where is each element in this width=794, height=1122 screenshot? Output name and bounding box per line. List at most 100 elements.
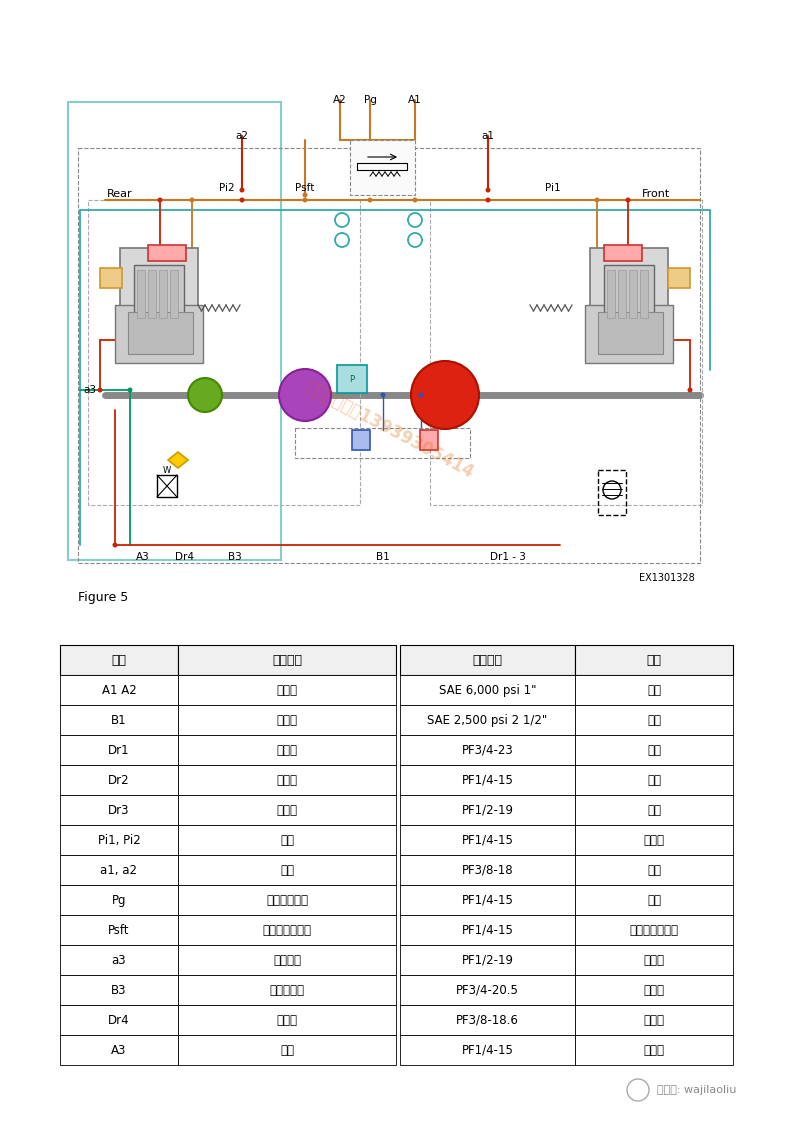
Circle shape	[418, 393, 423, 397]
Text: 泄油口: 泄油口	[276, 803, 298, 817]
Text: B3: B3	[228, 552, 242, 562]
Text: Psft: Psft	[295, 183, 314, 193]
Bar	[170, 270, 178, 318]
Bar	[598, 312, 663, 355]
Bar	[60, 795, 178, 825]
Bar	[178, 675, 396, 705]
Text: Dr1 - 3: Dr1 - 3	[490, 552, 526, 562]
Text: EX1301328: EX1301328	[639, 573, 695, 583]
Text: Pi1, Pi2: Pi1, Pi2	[98, 834, 141, 846]
Circle shape	[157, 197, 163, 202]
Text: 泵体: 泵体	[647, 803, 661, 817]
Text: 油口名称: 油口名称	[272, 653, 302, 666]
Text: 检测: 检测	[280, 864, 294, 876]
Bar	[607, 270, 615, 318]
Text: PF1/4-15: PF1/4-15	[461, 923, 514, 937]
Bar	[128, 312, 193, 355]
Bar	[575, 885, 733, 916]
Circle shape	[485, 197, 491, 202]
Bar	[575, 825, 733, 855]
Text: Pg: Pg	[112, 893, 126, 907]
Bar	[178, 825, 396, 855]
Bar	[400, 916, 575, 945]
Bar	[400, 885, 575, 916]
Text: A1: A1	[408, 95, 422, 105]
Bar	[575, 975, 733, 1005]
Text: W: W	[163, 466, 172, 475]
Bar	[60, 825, 178, 855]
Bar	[134, 265, 184, 323]
Bar	[400, 975, 575, 1005]
Text: 先导: 先导	[280, 834, 294, 846]
Text: PF1/2-19: PF1/2-19	[461, 954, 514, 966]
Text: Pi2: Pi2	[219, 183, 235, 193]
Bar	[352, 430, 370, 450]
Text: 出油口: 出油口	[276, 683, 298, 697]
Bar	[88, 200, 360, 505]
Text: 先导泵: 先导泵	[643, 1013, 665, 1027]
Text: 泄油口: 泄油口	[276, 773, 298, 787]
Text: 泵体: 泵体	[647, 714, 661, 727]
Text: 油口尺寸: 油口尺寸	[472, 653, 503, 666]
Text: a3: a3	[83, 385, 97, 395]
Bar	[60, 735, 178, 765]
Bar	[575, 765, 733, 795]
Text: PF1/4-15: PF1/4-15	[461, 773, 514, 787]
Text: A3: A3	[136, 552, 150, 562]
Bar	[178, 735, 396, 765]
Bar	[585, 305, 673, 364]
Bar	[115, 305, 203, 364]
Bar	[400, 765, 575, 795]
Bar	[337, 365, 367, 393]
Text: 泵体: 泵体	[647, 773, 661, 787]
Circle shape	[408, 233, 422, 247]
Text: 泵体: 泵体	[647, 683, 661, 697]
Bar	[60, 705, 178, 735]
Text: Rear: Rear	[107, 188, 133, 199]
Bar	[604, 245, 642, 261]
Circle shape	[595, 197, 599, 202]
Text: B1: B1	[376, 552, 390, 562]
Bar	[575, 916, 733, 945]
Bar	[159, 270, 167, 318]
Circle shape	[188, 378, 222, 412]
Bar	[604, 265, 654, 323]
Bar	[178, 765, 396, 795]
Circle shape	[303, 193, 307, 197]
Bar	[629, 270, 637, 318]
Text: A2: A2	[333, 95, 347, 105]
Text: Psft: Psft	[108, 923, 129, 937]
Text: PF1/2-19: PF1/2-19	[461, 803, 514, 817]
Bar	[60, 945, 178, 975]
Bar	[100, 268, 122, 288]
Text: PF3/4-20.5: PF3/4-20.5	[456, 984, 519, 996]
Bar	[178, 1005, 396, 1034]
Text: Front: Front	[642, 188, 670, 199]
Bar	[640, 270, 648, 318]
Text: 检测: 检测	[280, 1043, 294, 1057]
Text: PF1/4-15: PF1/4-15	[461, 1043, 514, 1057]
Text: PF3/4-23: PF3/4-23	[461, 744, 514, 756]
Text: Dr4: Dr4	[108, 1013, 129, 1027]
Bar	[420, 430, 438, 450]
Text: 电磁阀进油口: 电磁阀进油口	[266, 893, 308, 907]
Circle shape	[408, 213, 422, 227]
Text: B3: B3	[111, 984, 127, 996]
Bar	[60, 1034, 178, 1065]
Bar	[178, 855, 396, 885]
Text: 符号: 符号	[111, 653, 126, 666]
Text: 电磁阀二次压力: 电磁阀二次压力	[263, 923, 311, 937]
Bar	[178, 795, 396, 825]
Bar	[157, 475, 177, 497]
Text: 泵体: 泵体	[647, 864, 661, 876]
Circle shape	[113, 543, 118, 548]
Text: 先导压力: 先导压力	[273, 954, 301, 966]
Text: P: P	[349, 375, 355, 384]
Bar	[668, 268, 690, 288]
Text: Dr2: Dr2	[108, 773, 129, 787]
Bar	[178, 645, 396, 675]
Bar	[430, 200, 702, 505]
Circle shape	[303, 197, 307, 202]
Text: a1: a1	[481, 131, 495, 141]
Bar	[60, 675, 178, 705]
